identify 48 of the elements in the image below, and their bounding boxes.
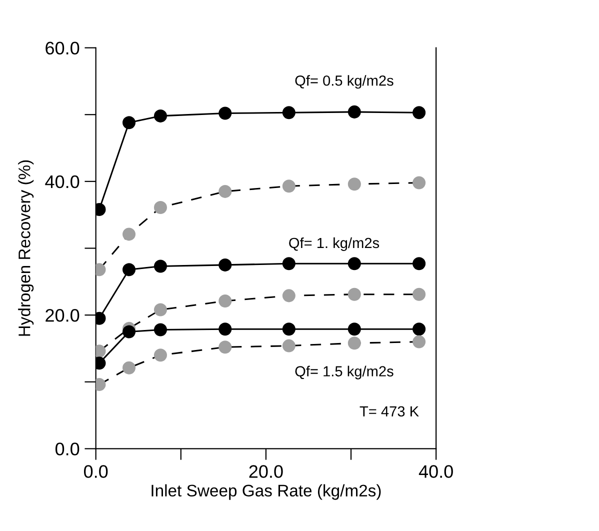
point [122,263,136,276]
x-tick-label: 20.0 [249,465,283,478]
annotation: T= 473 K [360,406,419,417]
x-axis-title: Inlet Sweep Gas Rate (kg/m2s) [152,484,381,500]
point [282,289,296,302]
point [154,303,167,316]
y-tick-label: 60.0 [46,42,80,55]
point [412,288,426,301]
x-tick-label: 40.0 [418,465,453,478]
y-tick-label: 0.0 [55,442,80,456]
y-axis-title: Hydrogen Recovery (%) [18,160,34,336]
point [218,184,232,198]
point [348,322,361,336]
point [348,336,361,350]
point [122,325,136,338]
point [412,106,426,120]
x-tick-label: 0.0 [84,465,108,478]
point [282,106,296,120]
point [412,257,426,270]
point [218,322,232,336]
point [154,323,167,336]
point [282,339,296,352]
point [122,361,136,374]
point [348,105,361,118]
point [218,258,232,272]
y-tick-label: 40.0 [45,175,80,188]
point [122,228,136,241]
point [154,200,167,214]
annotation: Qf= 1. kg/m2s [289,237,380,252]
point [412,322,426,336]
point [154,348,167,362]
point [218,106,232,120]
point [282,180,296,193]
annotation: Qf= 0.5 kg/m2s [295,75,394,89]
point [122,116,136,130]
point [412,176,426,190]
point [218,340,232,354]
point [348,178,361,191]
point [218,294,232,308]
point [412,335,426,348]
point [348,288,361,301]
annotation: Qf= 1.5 kg/m2s [295,366,394,380]
point [348,257,361,270]
point [282,322,296,336]
y-tick-label: 20.0 [46,308,80,322]
point [282,257,296,270]
point [154,109,167,122]
point [154,260,167,273]
